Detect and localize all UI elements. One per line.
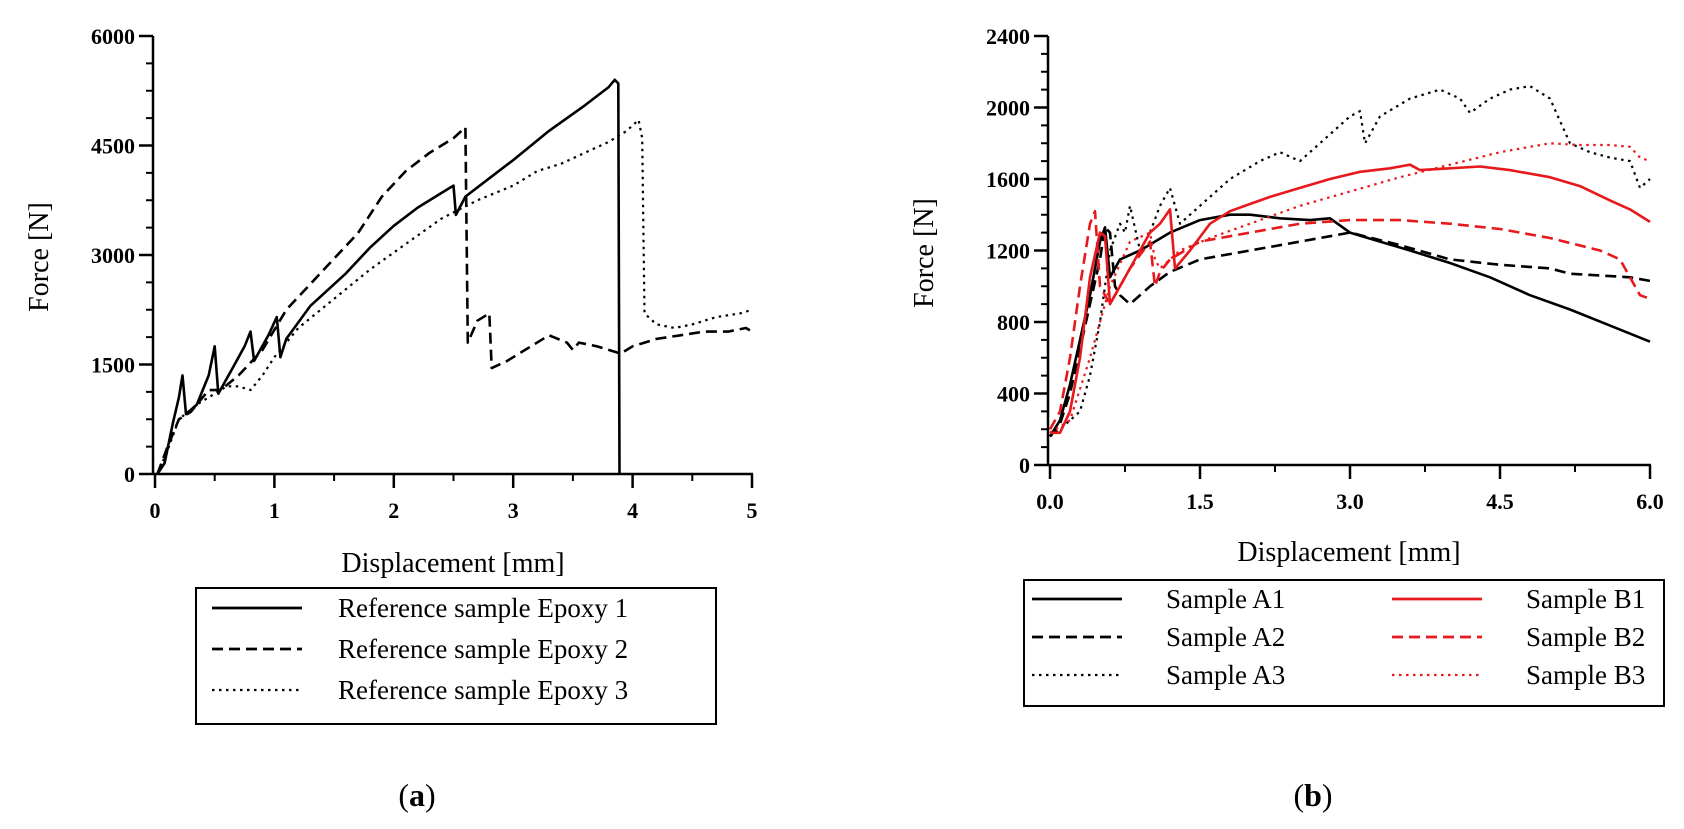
y-tick-label-b-3: 1200 [986,239,1030,264]
x-tick-label-a-2: 2 [388,498,399,523]
legend-label-b-1: Sample A1 [1166,584,1285,614]
legend-label-b-2: Sample A2 [1166,622,1285,652]
panel-letter-b: b [1304,777,1322,813]
legend-b: Sample A1 Sample A2 Sample A3 Sample B1 Samp… [1023,579,1665,707]
y-tick-label-a-4: 6000 [91,24,135,49]
legend-box-a [195,587,717,725]
x-tick-label-b-3: 4.5 [1486,489,1514,514]
legend-label-b-3: Sample A3 [1166,660,1285,690]
x-tick-label-a-4: 4 [627,498,638,523]
y-tick-label-a-3: 4500 [91,134,135,159]
legend-box-b [1023,579,1665,707]
legend-a: Reference sample Epoxy 1 Reference sample… [195,587,717,725]
x-tick-label-b-2: 3.0 [1336,489,1364,514]
legend-label-b-6: Sample B3 [1526,660,1645,690]
series-line-b-3 [1049,85,1651,438]
y-tick-label-b-1: 400 [997,382,1030,407]
y-tick-label-b-4: 1600 [986,167,1030,192]
x-tick-label-a-1: 1 [269,498,280,523]
x-tick-label-a-5: 5 [747,498,758,523]
legend-label-b-4: Sample B1 [1526,584,1645,614]
series-line-b-1 [1048,213,1651,438]
y-tick-label-b-6: 2400 [986,24,1030,49]
series-line-a-2 [156,126,753,475]
x-tick-label-b-0: 0.0 [1036,489,1064,514]
x-axis-label-a: Displacement [mm] [341,548,564,579]
ticks-b: 0 400 800 1200 1600 2000 2400 0.0 1.5 3.0 4.5 6.0 [986,24,1664,514]
axes-a [151,36,753,476]
series-line-a-1 [156,78,621,475]
y-tick-label-b-0: 0 [1019,453,1030,478]
legend-label-a-3: Reference sample Epoxy 3 [338,675,628,705]
plot-lines-a [156,78,753,475]
y-tick-label-a-0: 0 [124,462,135,487]
y-tick-label-b-2: 800 [997,310,1030,335]
panel-label-b: (b) [1293,777,1332,813]
ticks-a: 0 1500 3000 4500 6000 0 1 2 3 4 5 [91,24,758,523]
y-axis-label-b: Force [N] [909,198,940,308]
x-tick-label-b-4: 6.0 [1636,489,1664,514]
chart-panel-a: 0 1500 3000 4500 6000 0 1 2 3 4 5 Displacement [mm… [24,24,758,813]
y-tick-label-b-5: 2000 [986,96,1030,121]
series-line-b-2 [1048,226,1651,438]
y-axis-label-a: Force [N] [24,202,55,312]
chart-panel-b: 0 400 800 1200 1600 2000 2400 0.0 1.5 3.0 4.5 6.0 D… [909,24,1665,813]
legend-label-a-1: Reference sample Epoxy 1 [338,593,628,623]
series-line-a-3 [156,118,753,475]
panel-letter-a: a [409,777,425,813]
series-line-b-4 [1050,163,1651,435]
x-tick-label-b-1: 1.5 [1186,489,1214,514]
y-tick-label-a-2: 3000 [91,243,135,268]
plot-lines-b [1048,85,1651,438]
series-line-b-5 [1048,209,1651,430]
legend-label-b-5: Sample B2 [1526,622,1645,652]
y-tick-label-a-1: 1500 [91,353,135,378]
panel-label-a: (a) [398,777,435,813]
x-tick-label-a-3: 3 [508,498,519,523]
legend-label-a-2: Reference sample Epoxy 2 [338,634,628,664]
series-line-b-6 [1049,142,1651,434]
x-tick-label-a-0: 0 [150,498,161,523]
x-axis-label-b: Displacement [mm] [1237,537,1460,568]
